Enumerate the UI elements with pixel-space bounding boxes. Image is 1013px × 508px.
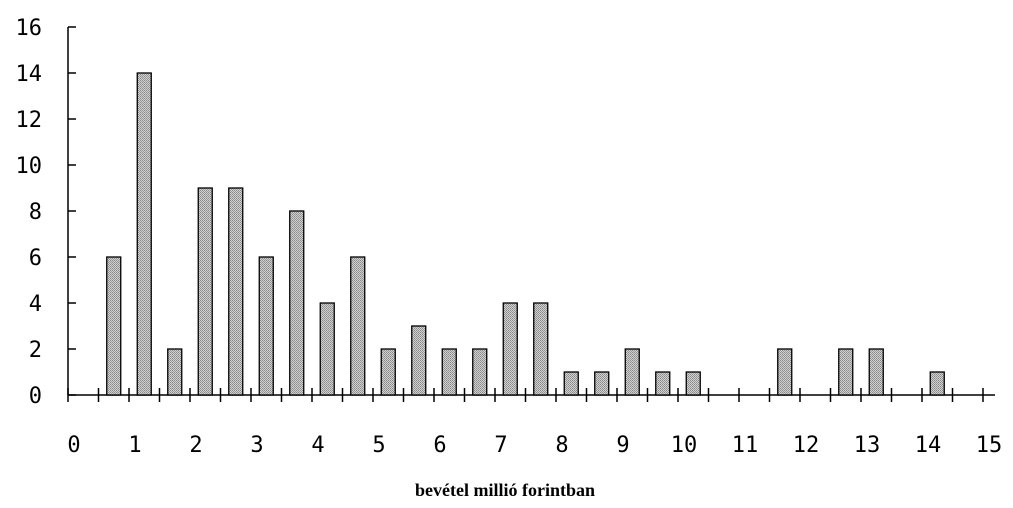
- x-axis-title: bevétel millió forintban: [415, 480, 595, 500]
- x-tick-label: 10: [671, 433, 698, 458]
- y-tick-label: 16: [16, 16, 43, 41]
- y-tick-label: 10: [16, 154, 43, 179]
- bar: [533, 302, 549, 396]
- y-tick-label: 12: [16, 108, 43, 133]
- bar: [136, 72, 152, 396]
- bar: [472, 348, 488, 396]
- bar: [929, 371, 945, 396]
- x-tick-label: 3: [250, 433, 263, 458]
- bar: [563, 371, 579, 396]
- x-tick-label: 8: [555, 433, 568, 458]
- y-tick-label: 6: [29, 246, 42, 271]
- y-tick-label: 8: [29, 200, 42, 225]
- x-tick-label: 2: [189, 433, 202, 458]
- bar: [655, 371, 671, 396]
- bar: [228, 187, 244, 396]
- bar: [197, 187, 213, 396]
- bar: [685, 371, 701, 396]
- bar: [777, 348, 793, 396]
- y-tick-label: 0: [29, 384, 42, 409]
- x-tick-label: 12: [793, 433, 820, 458]
- x-tick-label: 0: [67, 433, 80, 458]
- bar: [258, 256, 274, 396]
- x-tick-label: 11: [732, 433, 759, 458]
- bar: [838, 348, 854, 396]
- bar: [350, 256, 366, 396]
- y-tick-label: 2: [29, 338, 42, 363]
- bar: [441, 348, 457, 396]
- bar: [594, 371, 610, 396]
- x-tick-label: 9: [616, 433, 629, 458]
- x-tick-label: 6: [433, 433, 446, 458]
- y-tick-label: 4: [29, 292, 42, 317]
- x-tick-label: 4: [311, 433, 324, 458]
- bar: [289, 210, 305, 396]
- bar: [502, 302, 518, 396]
- bar: [319, 302, 335, 396]
- bar: [411, 325, 427, 396]
- x-tick-label: 15: [976, 433, 1003, 458]
- bar: [624, 348, 640, 396]
- bar: [868, 348, 884, 396]
- x-tick-label: 7: [494, 433, 507, 458]
- x-tick-label: 1: [128, 433, 141, 458]
- x-tick-label: 13: [854, 433, 881, 458]
- bar: [106, 256, 122, 396]
- bar: [167, 348, 183, 396]
- x-tick-label: 14: [915, 433, 942, 458]
- bar: [380, 348, 396, 396]
- x-tick-label: 5: [372, 433, 385, 458]
- y-tick-label: 14: [16, 62, 43, 87]
